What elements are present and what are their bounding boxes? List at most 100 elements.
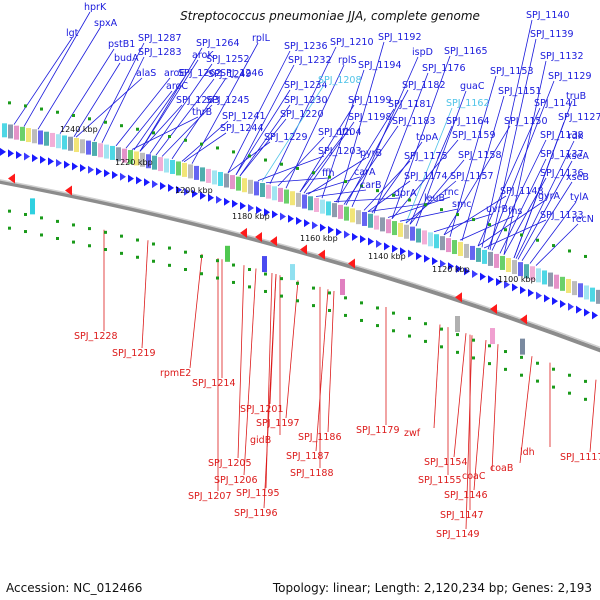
forward-gene-label[interactable]: SPJ_1162: [446, 98, 490, 109]
forward-gene-label[interactable]: SPJ_1153: [490, 66, 534, 77]
reverse-gene-label[interactable]: SPJ_1155: [418, 475, 462, 486]
forward-gene-label[interactable]: SPJ_1150: [504, 116, 548, 127]
forward-gene-label[interactable]: alaS: [136, 68, 156, 79]
forward-gene-label[interactable]: SPJ_1139: [530, 29, 574, 40]
forward-gene-label[interactable]: SPJ_1262: [178, 68, 222, 79]
reverse-gene-label[interactable]: SPJ_1195: [236, 488, 280, 499]
reverse-gene-label[interactable]: zwf: [404, 428, 421, 439]
forward-gene-label[interactable]: rnc: [444, 187, 459, 198]
reverse-gene-label[interactable]: SPJ_1149: [436, 529, 480, 540]
reverse-gene-label[interactable]: coaB: [490, 463, 513, 474]
forward-gene-label[interactable]: SPJ_1220: [280, 109, 324, 120]
reverse-gene-label[interactable]: SPJ_1228: [74, 331, 118, 342]
forward-gene-label[interactable]: aroC: [166, 81, 188, 92]
forward-gene-label[interactable]: SPJ_1208: [318, 75, 362, 86]
forward-gene-label[interactable]: smc: [452, 199, 471, 210]
forward-gene-label[interactable]: SPJ_1157: [450, 171, 494, 182]
forward-gene-label[interactable]: SPJ_1245: [206, 95, 250, 106]
forward-gene-label[interactable]: SPJ_1287: [138, 33, 182, 44]
forward-gene-label[interactable]: SPJ_1174: [404, 171, 448, 182]
forward-gene-label[interactable]: rplS: [338, 55, 357, 66]
forward-gene-label[interactable]: SPJ_1127: [558, 112, 600, 123]
reverse-gene-label[interactable]: SPJ_1117: [560, 452, 600, 463]
reverse-gene-label[interactable]: SPJ_1147: [440, 510, 484, 521]
forward-gene-label[interactable]: SPJ_1203: [318, 146, 362, 157]
forward-gene-label[interactable]: truB: [566, 91, 586, 102]
forward-gene-label[interactable]: thrB: [192, 107, 212, 118]
reverse-gene-label[interactable]: SPJ_1146: [444, 490, 488, 501]
forward-gene-label[interactable]: lgt: [66, 28, 79, 39]
forward-gene-label[interactable]: fhs: [508, 206, 522, 217]
forward-gene-label[interactable]: SPJ_1136: [540, 168, 584, 179]
reverse-gene-label[interactable]: coaC: [462, 471, 486, 482]
forward-gene-label[interactable]: SPJ_1194: [358, 60, 402, 71]
reverse-gene-label[interactable]: SPJ_1205: [208, 458, 252, 469]
forward-gene-label[interactable]: SPJ_1198: [348, 112, 392, 123]
forward-gene-label[interactable]: SPJ_1140: [526, 10, 570, 21]
forward-gene-label[interactable]: rdk: [568, 131, 584, 142]
reverse-gene-label[interactable]: gidB: [250, 435, 271, 446]
forward-gene-label[interactable]: ispD: [412, 47, 433, 58]
forward-gene-label[interactable]: spxA: [94, 18, 118, 29]
forward-gene-label[interactable]: aroE: [164, 68, 185, 79]
forward-gene-label[interactable]: SPJ_1249: [208, 69, 252, 80]
forward-gene-label[interactable]: ffh: [322, 168, 335, 179]
forward-gene-label[interactable]: budA: [114, 53, 139, 64]
reverse-gene-label[interactable]: SPJ_1219: [112, 348, 156, 359]
forward-gene-label[interactable]: SPJ_1244: [220, 123, 264, 134]
forward-gene-label[interactable]: rplL: [252, 33, 271, 44]
reverse-gene-label[interactable]: SPJ_1188: [290, 468, 334, 479]
forward-gene-label[interactable]: leuB: [424, 193, 445, 204]
reverse-gene-label[interactable]: SPJ_1179: [356, 425, 400, 436]
forward-gene-label[interactable]: SPJ_1230: [284, 95, 328, 106]
forward-gene-label[interactable]: SPJ_1283: [138, 47, 182, 58]
forward-gene-label[interactable]: SPJ_1175: [404, 151, 448, 162]
forward-gene-label[interactable]: SPJ_1151: [498, 86, 542, 97]
forward-gene-label[interactable]: SPJ_1210: [330, 37, 374, 48]
reverse-gene-label[interactable]: SPJ_1154: [424, 457, 468, 468]
forward-gene-label[interactable]: carA: [354, 167, 376, 178]
forward-gene-label[interactable]: pstB1: [108, 39, 135, 50]
forward-gene-label[interactable]: SPJ_1141: [534, 98, 578, 109]
reverse-gene-label[interactable]: rpmE2: [160, 368, 191, 379]
forward-gene-label[interactable]: SPJ_1165: [444, 46, 488, 57]
forward-gene-label[interactable]: recN: [572, 214, 594, 225]
reverse-gene-label[interactable]: SPJ_1201: [240, 404, 284, 415]
forward-gene-label[interactable]: SPJ_1232: [288, 55, 332, 66]
forward-gene-label[interactable]: SPJ_1204: [318, 127, 362, 138]
forward-gene-label[interactable]: SPJ_1158: [458, 150, 502, 161]
forward-gene-label[interactable]: SPJ_1183: [392, 116, 436, 127]
forward-gene-label[interactable]: SPJ_1181: [388, 99, 432, 110]
reverse-gene-label[interactable]: SPJ_1197: [256, 418, 300, 429]
forward-gene-label[interactable]: SPJ_1241: [222, 111, 266, 122]
reverse-gene-label[interactable]: ldh: [520, 447, 535, 458]
forward-gene-label[interactable]: xseB: [566, 172, 589, 183]
forward-gene-label[interactable]: SPJ_1133: [540, 210, 584, 221]
reverse-gene-label[interactable]: SPJ_1186: [298, 432, 342, 443]
forward-gene-label[interactable]: SPJ_1192: [378, 32, 422, 43]
forward-gene-label[interactable]: nth: [336, 127, 352, 138]
forward-gene-label[interactable]: SPJ_1176: [422, 63, 466, 74]
forward-gene-label[interactable]: hprK: [84, 2, 107, 13]
forward-gene-label[interactable]: topA: [416, 132, 439, 143]
reverse-gene-label[interactable]: SPJ_1206: [214, 475, 258, 486]
forward-gene-label[interactable]: xseA: [566, 151, 589, 162]
forward-gene-label[interactable]: uvrB: [486, 204, 508, 215]
forward-gene-label[interactable]: gyrA: [538, 191, 561, 202]
forward-gene-label[interactable]: SPJ_1159: [452, 130, 496, 141]
reverse-gene-label[interactable]: SPJ_1207: [188, 491, 232, 502]
forward-gene-label[interactable]: SPJ_1246: [220, 68, 264, 79]
forward-gene-label[interactable]: aroK: [192, 50, 214, 61]
forward-gene-label[interactable]: SPJ_1229: [264, 132, 308, 143]
forward-gene-label[interactable]: tylA: [570, 192, 589, 203]
forward-gene-label[interactable]: SPJ_1264: [196, 38, 240, 49]
forward-gene-label[interactable]: SPJ_1182: [402, 80, 446, 91]
forward-gene-label[interactable]: SPJ_1137: [540, 149, 584, 160]
forward-gene-label[interactable]: SPJ_1236: [284, 41, 328, 52]
reverse-gene-label[interactable]: SPJ_1187: [286, 451, 330, 462]
forward-gene-label[interactable]: SPJ_1234: [284, 80, 328, 91]
reverse-gene-label[interactable]: SPJ_1214: [192, 378, 236, 389]
forward-gene-label[interactable]: guaC: [460, 81, 485, 92]
forward-gene-label[interactable]: SPJ_1138: [540, 130, 584, 141]
forward-gene-label[interactable]: pyrB: [360, 148, 382, 159]
